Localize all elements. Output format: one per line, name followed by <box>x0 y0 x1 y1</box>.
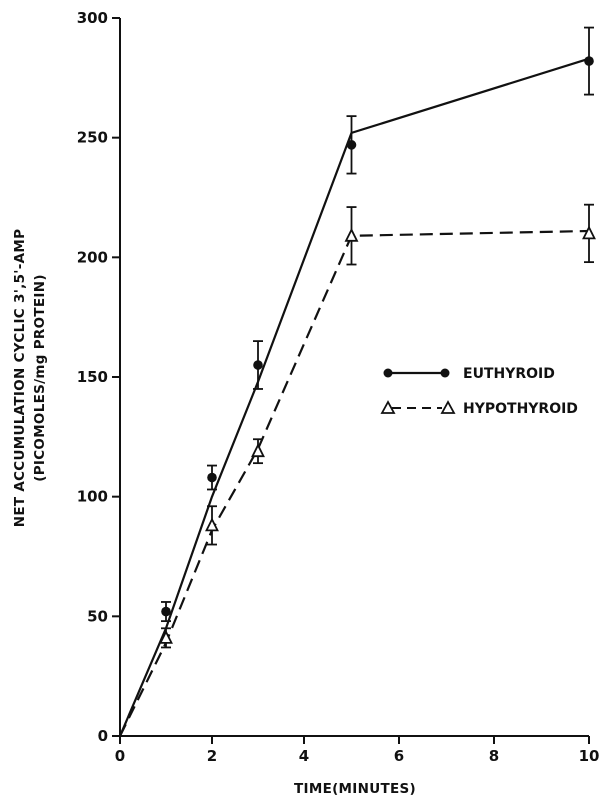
data-point-hypothyroid <box>582 225 596 240</box>
data-point-euthyroid <box>253 360 263 370</box>
data-point-euthyroid <box>584 56 594 66</box>
y-tick-label: 300 <box>77 9 108 27</box>
y-tick-label: 150 <box>77 368 108 386</box>
y-axis-title-line1: NET ACCUMULATION CYCLIC 3',5'-AMP <box>12 229 28 528</box>
legend-marker-euthyroid-right <box>440 368 450 378</box>
ticks-group: 0 50 100 150 200 250 300 0 2 4 6 8 10 <box>77 9 599 765</box>
y-axis-title-line2: (PICOMOLES/mg PROTEIN) <box>32 274 48 482</box>
legend-marker-euthyroid-left <box>383 368 393 378</box>
series-line-hypothyroid <box>119 229 590 737</box>
x-tick-label: 6 <box>394 747 404 765</box>
data-point-euthyroid <box>161 606 171 617</box>
data-point-hypothyroid <box>159 629 173 644</box>
legend-marker-hypothyroid-right <box>440 400 456 414</box>
legend-marker-hypothyroid-left <box>380 400 396 414</box>
legend-label-euthyroid: EUTHYROID <box>463 366 555 382</box>
data-point-euthyroid <box>346 140 357 150</box>
x-tick-label: 4 <box>299 747 309 765</box>
x-tick-label: 10 <box>579 747 599 765</box>
data-point-hypothyroid <box>205 517 219 532</box>
series-lines-group <box>118 57 590 737</box>
x-tick-label: 2 <box>207 747 217 765</box>
legend-label-hypothyroid: HYPOTHYROID <box>463 401 578 417</box>
data-point-hypothyroid <box>251 443 265 458</box>
y-tick-label: 100 <box>77 488 108 506</box>
legend: EUTHYROID HYPOTHYROID <box>380 366 578 417</box>
x-axis-title: TIME(MINUTES) <box>294 781 416 797</box>
y-tick-label: 50 <box>87 607 108 625</box>
x-tick-label: 8 <box>489 747 499 765</box>
error-bars-group <box>161 26 594 649</box>
data-point-hypothyroid <box>344 227 359 242</box>
y-tick-label: 200 <box>77 248 108 266</box>
data-point-euthyroid <box>207 472 217 483</box>
y-tick-label: 250 <box>77 129 108 147</box>
x-tick-label: 0 <box>115 747 125 765</box>
markers-group <box>159 56 596 644</box>
series-line-euthyroid <box>118 57 590 737</box>
y-tick-label: 0 <box>98 727 108 745</box>
